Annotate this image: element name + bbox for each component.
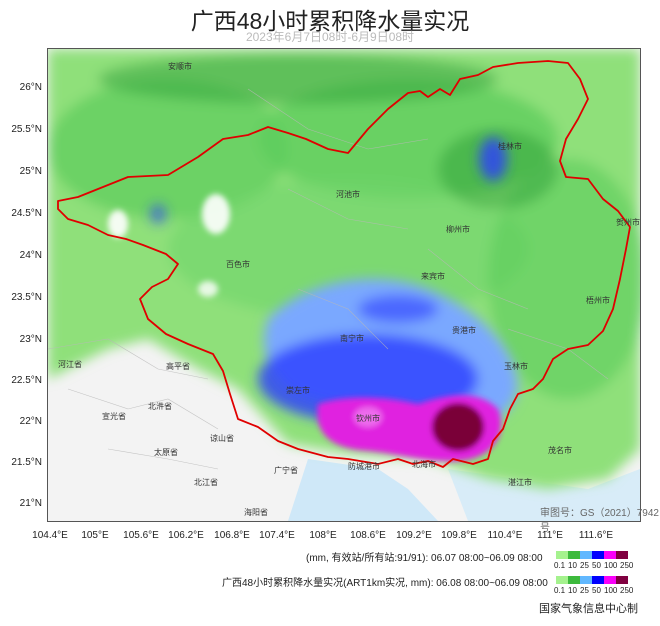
city-label: 百色市	[226, 260, 250, 269]
city-label: 防城港市	[348, 462, 380, 471]
lon-label: 109.8°E	[441, 530, 477, 541]
lon-label: 111°E	[537, 530, 563, 541]
credit-text: 国家气象信息中心制	[539, 603, 638, 615]
lon-label: 108°E	[309, 530, 337, 541]
lat-label: 21°N	[19, 498, 42, 509]
city-label: 梧州市	[586, 296, 610, 305]
lon-label: 105°E	[81, 530, 109, 541]
city-label: 贵港市	[452, 326, 476, 335]
legend-tick: 250	[620, 586, 634, 595]
province-label: 谅山省	[210, 434, 234, 443]
legend-tick: 10	[568, 586, 577, 595]
legend-tick: 50	[592, 561, 601, 570]
legend-swatch	[604, 576, 616, 584]
lat-label: 23.5°N	[11, 292, 42, 303]
legend-tick: 25	[580, 586, 589, 595]
province-label: 广宁省	[274, 466, 298, 475]
province-label: 河江省	[58, 360, 82, 369]
map-subtitle: 2023年6月7日08时-6月9日08时	[245, 30, 415, 44]
legend-tick: 100	[604, 586, 618, 595]
province-label: 北𣴓省	[148, 402, 172, 411]
lon-label: 105.6°E	[123, 530, 159, 541]
city-label: 湛江市	[508, 478, 532, 487]
legend-swatch	[616, 576, 628, 584]
lon-label: 107.4°E	[259, 530, 295, 541]
lon-label: 109.2°E	[396, 530, 432, 541]
city-label: 钦州市	[356, 414, 380, 423]
legend-swatches-grid	[556, 576, 628, 584]
lat-label: 26°N	[19, 82, 42, 93]
legend-swatch	[604, 551, 616, 559]
lat-label: 23°N	[19, 334, 42, 345]
legend-swatch	[580, 576, 592, 584]
legend-tick: 50	[592, 586, 601, 595]
city-label: 柳州市	[446, 225, 470, 234]
legend-swatch	[616, 551, 628, 559]
legend-tick: 100	[604, 561, 618, 570]
legend-label-grid: 广西48小时累积降水量实况(ART1km实况, mm): 06.08 08:00…	[222, 578, 548, 589]
city-label: 桂林市	[498, 142, 522, 151]
city-label: 北海市	[412, 460, 436, 469]
lon-label: 106.8°E	[214, 530, 250, 541]
legend-tick: 0.1	[554, 586, 566, 595]
legend-tick: 10	[568, 561, 577, 570]
province-label: 宣光省	[102, 412, 126, 421]
lat-label: 21.5°N	[11, 457, 42, 468]
lat-label: 24.5°N	[11, 208, 42, 219]
legend-swatch	[568, 576, 580, 584]
approval-number: 审图号：GS（2021）7942号	[540, 508, 659, 534]
lon-label: 106.2°E	[168, 530, 204, 541]
map-title: 广西48小时累积降水量实况	[190, 8, 470, 34]
lat-label: 24°N	[19, 250, 42, 261]
lat-label: 22°N	[19, 416, 42, 427]
legend-tick: 0.1	[554, 561, 566, 570]
lat-label: 25.5°N	[11, 124, 42, 135]
city-label: 安顺市	[168, 62, 192, 71]
precipitation-map[interactable]: 安顺市 河池市 柳州市 桂林市 贺州市 百色市 来宾市 梧州市 贵港市 南宁市 …	[47, 48, 641, 522]
legend-tick: 25	[580, 561, 589, 570]
lat-label: 25°N	[19, 166, 42, 177]
city-label: 茂名市	[548, 446, 572, 455]
city-label: 河池市	[336, 190, 360, 199]
city-label: 崇左市	[286, 386, 310, 395]
legend-label-station: (mm, 有效站/所有站:91/91): 06.07 08:00~06.09 0…	[306, 553, 543, 564]
legend-swatch	[568, 551, 580, 559]
city-label: 贺州市	[616, 218, 640, 227]
city-label: 玉林市	[504, 362, 528, 371]
lon-label: 108.6°E	[350, 530, 386, 541]
legend-swatch	[592, 576, 604, 584]
lon-label: 111.6°E	[578, 530, 614, 541]
province-label: 海阳省	[244, 508, 268, 517]
province-label: 北江省	[194, 478, 218, 487]
map-canvas	[48, 49, 640, 521]
legend-swatch	[556, 576, 568, 584]
legend-swatch	[580, 551, 592, 559]
legend-swatch	[592, 551, 604, 559]
lon-label: 104.4°E	[32, 530, 68, 541]
city-label: 南宁市	[340, 334, 364, 343]
legend-tick: 250	[620, 561, 634, 570]
province-label: 太原省	[154, 448, 178, 457]
lat-label: 22.5°N	[11, 375, 42, 386]
legend-swatches-station	[556, 551, 628, 559]
province-label: 高平省	[166, 362, 190, 371]
lon-label: 110.4°E	[487, 530, 523, 541]
legend-swatch	[556, 551, 568, 559]
city-label: 来宾市	[421, 272, 445, 281]
